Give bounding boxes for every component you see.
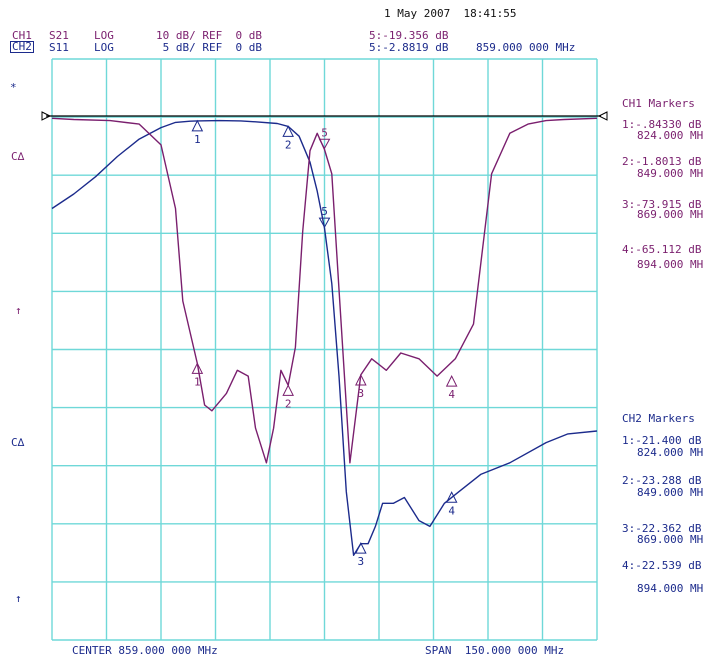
reference-right-pointer [597,111,608,121]
ch1-marker-4-label: 4 [448,504,455,517]
ch1-marker-1-freq: 824.000 MHz [637,129,703,142]
ch2-label[interactable]: CH2 [10,40,34,53]
ch1-marker-2-value: 2:-1.8013 dB [622,155,702,168]
ch2-marker-2-value: 2:-23.288 dB [622,474,702,487]
ch2-marker-1-freq: 824.000 MHz [637,446,703,459]
ch1-markers-title: CH1 Markers [622,97,695,110]
ch2-marker-4-label: 4 [448,388,455,401]
ch1-label[interactable]: CH1 [12,29,32,42]
ch1-marker-5-label: 5 [321,205,328,218]
ch1-marker-2-freq: 849.000 MHz [637,167,703,180]
ch2-marker-readout: 5:-2.8819 dB [369,41,449,54]
ch1-marker-3-freq: 869.000 MHz [637,208,703,221]
ch2-marker-3-freq: 869.000 MHz [637,533,703,546]
ch2-marker-3-value: 3:-22.362 dB [622,522,702,535]
center-frequency-label: CENTER 859.000 000 MHz [72,644,218,657]
ch2-marker-4-value: 4:-22.539 dB [622,559,702,572]
ch1-marker-4-icon[interactable] [445,491,458,503]
ch1-marker-4-freq: 894.000 MHz [637,258,703,271]
ch2-param[interactable]: S11 [49,41,69,54]
ch1-correction-indicator: C∆ [11,150,25,163]
ch1-marker-2-label: 2 [285,138,292,151]
ch2-marker-1-value: 1:-21.400 dB [622,434,702,447]
ch2-marker-3-label: 3 [358,387,365,400]
ch2-scale-arrow: ↑ [15,592,22,605]
ch2-marker-1-label: 1 [194,375,201,388]
ch1-format[interactable]: LOG [94,29,114,42]
ch1-scale[interactable]: 10 dB/ REF 0 dB [156,29,262,42]
span-label: SPAN 150.000 000 MHz [425,644,565,657]
ch1-marker-2-icon[interactable] [282,125,294,137]
ch2-marker-5-icon[interactable] [318,138,331,150]
ch1-param[interactable]: S21 [49,29,69,42]
ch1-marker-3-icon[interactable] [355,542,367,554]
active-channel-star: * [10,81,17,94]
ch1-marker-1-icon[interactable] [191,119,204,132]
ch2-format[interactable]: LOG [94,41,114,54]
ch2-marker-freq: 859.000 000 MHz [476,41,576,54]
ch1-marker-5-icon[interactable] [318,217,331,229]
ch1-marker-4-value: 4:-65.112 dB [622,243,702,256]
ch1-marker-1-label: 1 [194,133,201,146]
ch1-marker-3-label: 3 [358,555,365,568]
ch2-markers-title: CH2 Markers [622,412,695,425]
grid [51,58,598,641]
reference-left-pointer [41,111,52,121]
ch1-s21-trace [51,119,598,556]
ch2-s11-trace [51,117,598,464]
ch1-scale-arrow: ↑ [15,304,22,317]
ch2-correction-indicator: C∆ [11,436,25,449]
ch2-marker-2-label: 2 [285,397,292,410]
ch2-marker-4-freq: 894.000 MHz [637,582,703,595]
ch2-marker-1-icon[interactable] [191,362,204,374]
ch1-marker-3-value: 3:-73.915 dB [622,198,702,211]
ch2-marker-4-icon[interactable] [445,374,458,387]
ch1-marker-1-value: 1:-.84330 dB [622,118,702,131]
ch2-marker-2-freq: 849.000 MHz [637,486,703,499]
ch2-marker-5-label: 5 [321,126,328,139]
ch2-marker-2-icon[interactable] [282,384,294,396]
ch1-marker-readout: 5:-19.356 dB [369,29,449,42]
ch2-marker-3-icon[interactable] [355,373,367,386]
datetime-label: 1 May 2007 18:41:55 [384,7,517,20]
ch2-scale[interactable]: 5 dB/ REF 0 dB [156,41,262,54]
